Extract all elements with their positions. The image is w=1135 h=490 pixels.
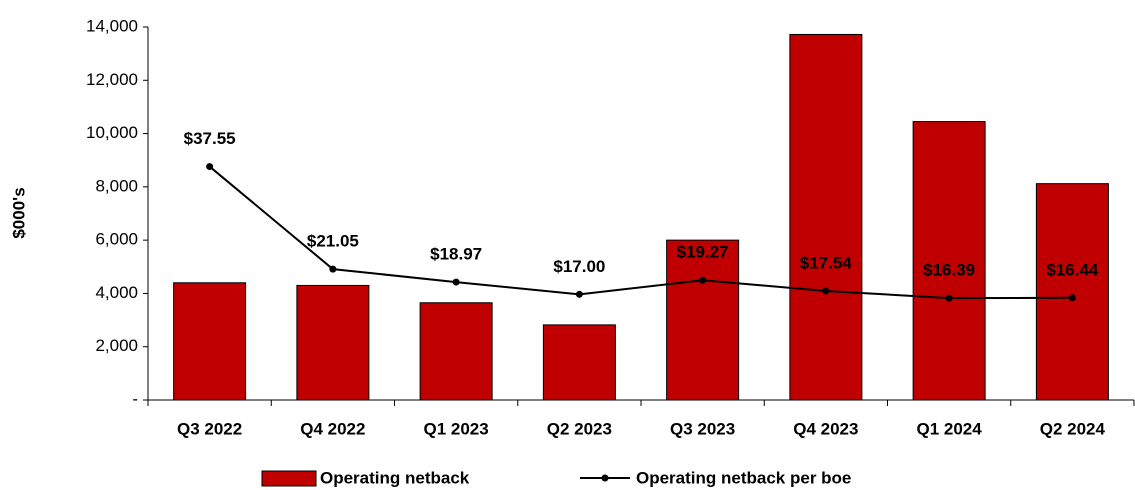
line-point bbox=[206, 163, 214, 171]
y-tick-label: 2,000 bbox=[95, 336, 138, 355]
legend-swatch bbox=[261, 470, 317, 487]
bar bbox=[1035, 183, 1109, 401]
data-label: $21.05 bbox=[307, 232, 359, 251]
bar bbox=[419, 302, 493, 401]
y-tick-label: 12,000 bbox=[86, 70, 138, 89]
line-point bbox=[329, 265, 337, 273]
y-tick-label: 14,000 bbox=[86, 16, 138, 35]
line-point bbox=[575, 290, 583, 298]
x-tick-label: Q1 2023 bbox=[424, 419, 489, 438]
x-tick-label: Q4 2022 bbox=[300, 419, 365, 438]
x-tick-label: Q1 2024 bbox=[917, 419, 983, 438]
y-axis-label: $000's bbox=[9, 187, 28, 238]
x-tick-label: Q3 2022 bbox=[177, 419, 242, 438]
data-label: $17.54 bbox=[800, 253, 853, 272]
x-tick-label: Q3 2023 bbox=[670, 419, 735, 438]
line-point bbox=[699, 276, 707, 284]
bar bbox=[666, 239, 740, 401]
y-tick-label: 8,000 bbox=[95, 176, 138, 195]
data-label: $18.97 bbox=[430, 245, 482, 264]
y-tick-label: 6,000 bbox=[95, 230, 138, 249]
bar bbox=[173, 282, 247, 401]
line-point bbox=[945, 294, 953, 302]
y-tick-label: - bbox=[132, 389, 138, 408]
data-label: $17.00 bbox=[553, 257, 605, 276]
data-label: $37.55 bbox=[184, 129, 236, 148]
data-label: $16.39 bbox=[923, 261, 975, 280]
legend-swatch bbox=[601, 474, 609, 482]
line-point bbox=[452, 278, 460, 286]
y-tick-label: 10,000 bbox=[86, 123, 138, 142]
x-tick-label: Q2 2023 bbox=[547, 419, 612, 438]
data-label: $19.27 bbox=[677, 243, 729, 262]
bar bbox=[542, 324, 616, 401]
x-tick-label: Q2 2024 bbox=[1040, 419, 1106, 438]
line bbox=[208, 165, 1073, 300]
legend-label: Operating netback bbox=[320, 468, 470, 487]
line-point bbox=[822, 287, 830, 295]
bar bbox=[912, 121, 986, 401]
x-tick-label: Q4 2023 bbox=[793, 419, 858, 438]
bar bbox=[789, 33, 863, 401]
legend-label: Operating netback per boe bbox=[636, 468, 851, 487]
line-point bbox=[1068, 294, 1076, 302]
y-tick-label: 4,000 bbox=[95, 283, 138, 302]
bar bbox=[296, 284, 370, 401]
data-label: $16.44 bbox=[1046, 260, 1099, 279]
